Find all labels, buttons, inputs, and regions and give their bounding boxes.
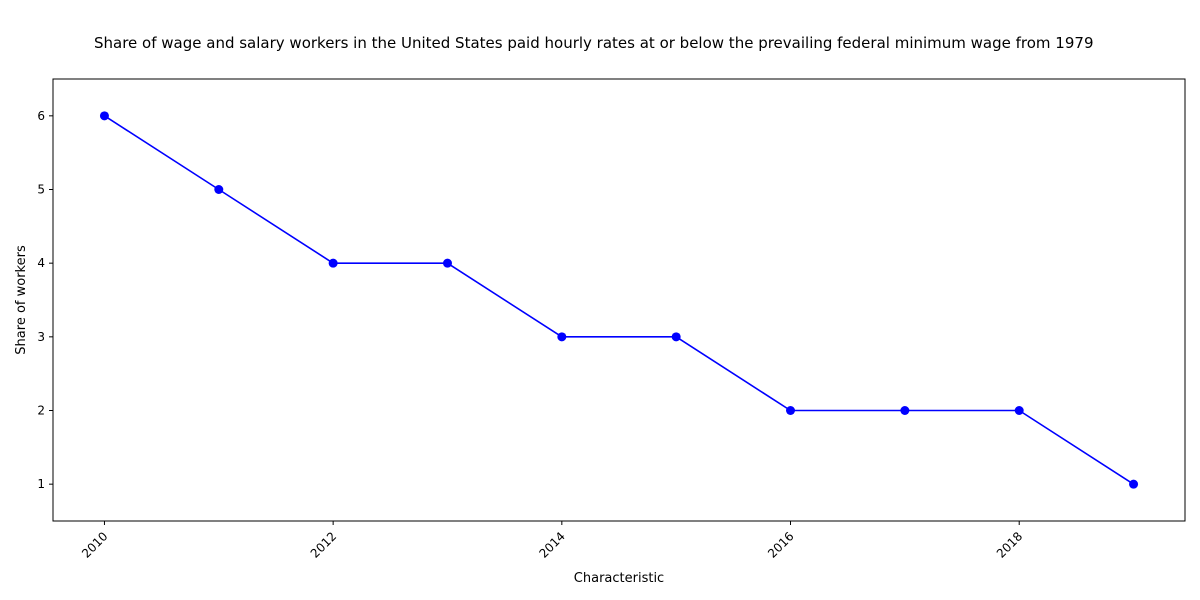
y-tick-label: 4	[37, 256, 45, 270]
series-line	[104, 115, 1134, 485]
y-axis-label: Share of workers	[14, 245, 29, 355]
data-point	[99, 111, 109, 121]
data-point	[900, 406, 910, 415]
x-tick-label: 2018	[994, 529, 1025, 560]
y-tick-label: 2	[37, 404, 45, 418]
x-tick-label: 2010	[79, 529, 110, 560]
data-point	[1129, 479, 1139, 489]
data-point	[214, 185, 224, 194]
x-tick-label: 2016	[765, 529, 796, 560]
data-point	[1014, 406, 1024, 415]
y-tick-label: 6	[37, 109, 45, 123]
y-tick-label: 3	[37, 330, 45, 344]
data-point	[786, 406, 796, 415]
x-tick-label: 2014	[536, 529, 567, 560]
y-tick-label: 5	[37, 183, 45, 197]
y-tick-label: 1	[37, 477, 45, 491]
x-axis-label: Characteristic	[574, 571, 664, 586]
data-point	[671, 332, 681, 342]
data-point	[557, 332, 567, 342]
series-group	[99, 111, 1139, 489]
plot-area-frame	[52, 78, 1186, 522]
data-point	[442, 258, 452, 268]
data-point	[328, 258, 338, 268]
x-tick-label: 2012	[308, 529, 339, 560]
axis-ticks: 1 2 3 4 5 6 2010 2012 2014 2016 2018	[37, 109, 1025, 561]
chart-title: Share of wage and salary workers in the …	[94, 34, 1094, 52]
